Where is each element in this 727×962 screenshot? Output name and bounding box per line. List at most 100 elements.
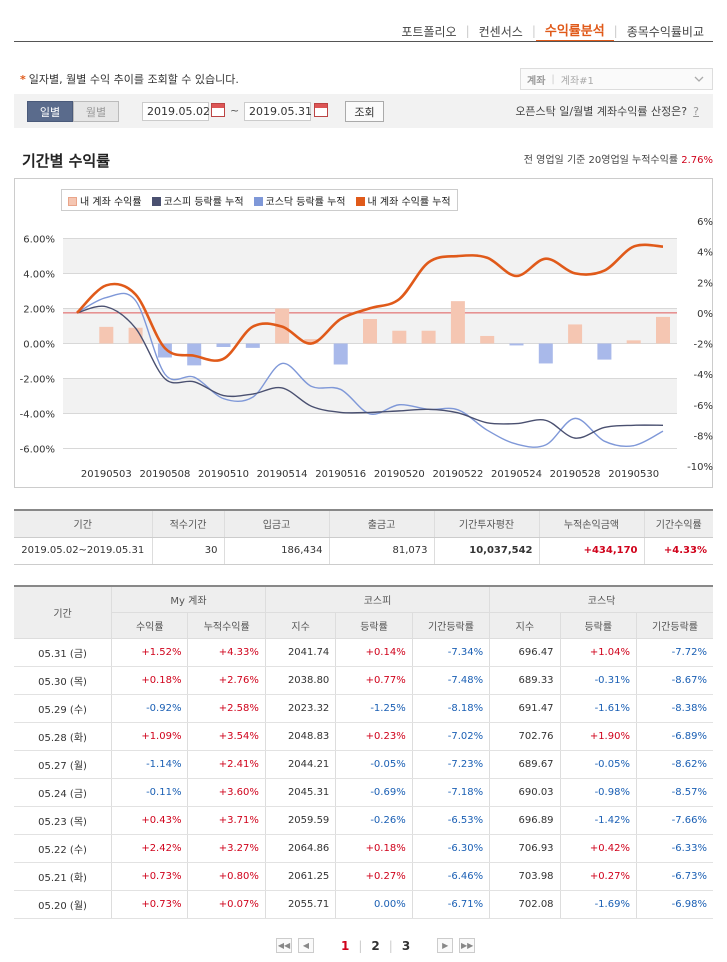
summary-row: 2019.05.02~2019.05.31 30 186,434 81,073 … — [14, 537, 713, 565]
prev-page-icon[interactable]: ◀ — [298, 938, 314, 953]
row-date: 05.20 (월) — [14, 890, 112, 919]
daily-table: 기간 My 계좌 코스피 코스닥 수익률 누적수익률 지수 등락률 기간등락률 지수 등락률… — [14, 585, 713, 919]
row-value: -0.31% — [559, 666, 637, 695]
calendar-icon[interactable] — [211, 103, 225, 117]
summary-header: 누적손익금액 — [538, 509, 644, 538]
table-row: 05.31 (금) +1.52% +4.33% 2041.74 +0.14% -7.34%… — [14, 638, 713, 667]
row-value: -8.62% — [635, 750, 713, 779]
cumulative-note-value: 2.76% — [681, 155, 713, 166]
account-sep: | — [551, 73, 555, 85]
row-date: 05.22 (수) — [14, 834, 112, 863]
daily-return-bar — [216, 343, 231, 347]
last-page-icon[interactable]: ▶▶ — [459, 938, 476, 953]
row-value: 2044.21 — [264, 750, 336, 779]
row-date: 05.28 (화) — [14, 722, 112, 751]
daily-group-kospi: 코스피 — [264, 585, 490, 613]
row-value: 2038.80 — [264, 666, 336, 695]
notice-bullet: * — [20, 73, 26, 86]
daily-return-bar — [245, 343, 260, 348]
page-number-3[interactable]: 3 — [401, 938, 411, 953]
row-value: -8.38% — [635, 694, 713, 723]
end-date-input[interactable]: 2019.05.31 — [244, 102, 312, 121]
row-value: 2048.83 — [264, 722, 336, 751]
nav-separator: | — [465, 24, 470, 38]
row-value: -7.34% — [411, 638, 490, 667]
nav-consensus[interactable]: 컨센서스 — [478, 24, 523, 39]
row-date: 05.21 (화) — [14, 862, 112, 891]
row-value: +3.71% — [187, 806, 266, 835]
nav-separator: | — [531, 24, 536, 38]
row-value: -7.72% — [635, 638, 713, 667]
right-axis-tick-label: 6% — [697, 217, 713, 228]
daily-subheader: 등락률 — [559, 612, 637, 639]
next-page-icon[interactable]: ▶ — [437, 938, 454, 953]
summary-header: 출금고 — [328, 509, 434, 538]
daily-return-bar — [99, 326, 114, 344]
control-bar: 일별 월별 2019.05.02 ~ 2019.05.31 조회 오픈스탁 일/… — [14, 94, 713, 128]
row-date: 05.24 (금) — [14, 778, 112, 807]
right-axis-tick-label: 2% — [697, 278, 713, 289]
row-value: 703.98 — [489, 862, 561, 891]
summary-header: 기간투자평잔 — [433, 509, 539, 538]
row-date: 05.29 (수) — [14, 694, 112, 723]
row-value: 2045.31 — [264, 778, 336, 807]
legend-item-kosdaq[interactable]: 코스닥 등락률 누적 — [253, 193, 346, 208]
tab-daily[interactable]: 일별 — [27, 101, 73, 122]
row-value: -7.48% — [411, 666, 490, 695]
x-axis-tick-label: 20190522 — [432, 469, 483, 480]
daily-subheader: 지수 — [489, 612, 561, 639]
row-value: +0.07% — [187, 890, 266, 919]
tab-monthly[interactable]: 월별 — [73, 101, 119, 122]
help-icon[interactable]: ? — [693, 105, 699, 118]
start-date-input[interactable]: 2019.05.02 — [142, 102, 210, 121]
daily-return-bar — [363, 319, 377, 344]
calc-method-link[interactable]: 오픈스탁 일/월별 계좌수익률 산정은?? — [515, 103, 699, 119]
daily-return-bar — [421, 330, 436, 344]
table-row: 05.28 (화) +1.09% +3.54% 2048.83 +0.23% -7.02%… — [14, 722, 713, 751]
legend-swatch — [68, 196, 77, 206]
page-number-1[interactable]: 1 — [341, 938, 350, 953]
account-select[interactable]: 계좌 | 계좌#1 — [520, 68, 713, 90]
daily-subheader-row: 수익률 누적수익률 지수 등락률 기간등락률 지수 등락률 기간등락률 — [14, 612, 713, 639]
left-axis-tick-label: -6.00% — [20, 445, 55, 456]
summary-table: 기간 적수기간 입금고 출금고 기간투자평잔 누적손익금액 기간수익률 2019… — [14, 509, 713, 565]
notice: * 일자별, 월별 수익 추이를 조회할 수 있습니다. — [20, 71, 239, 87]
summary-days: 30 — [151, 537, 224, 565]
nav-return-analysis[interactable]: 수익률분석 — [535, 20, 614, 42]
row-value: -6.46% — [411, 862, 490, 891]
row-value: +1.04% — [559, 638, 637, 667]
notice-text: 일자별, 월별 수익 추이를 조회할 수 있습니다. — [28, 73, 239, 86]
row-value: -7.18% — [411, 778, 490, 807]
daily-return-bar — [157, 343, 172, 358]
summary-profit: +434,170 — [538, 537, 644, 565]
daily-return-bar — [568, 324, 583, 344]
page-number-2[interactable]: 2 — [371, 938, 380, 953]
legend-item-daily[interactable]: 내 계좌 수익률 — [68, 193, 142, 208]
top-nav: 포트폴리오 | 컨센서스 | 수익률분석 | 종목수익률비교 — [392, 20, 713, 42]
daily-return-bar — [509, 343, 524, 346]
right-axis-tick-label: -6% — [694, 401, 713, 412]
daily-return-bar — [304, 339, 319, 344]
right-axis-tick-label: -10% — [687, 462, 713, 473]
calendar-icon[interactable] — [314, 103, 328, 117]
row-value: 2041.74 — [264, 638, 336, 667]
first-page-icon[interactable]: ◀◀ — [276, 938, 292, 953]
legend-item-my-cumulative[interactable]: 내 계좌 수익률 누적 — [355, 193, 451, 208]
nav-stock-return-compare[interactable]: 종목수익률비교 — [626, 24, 704, 39]
row-value: +3.27% — [187, 834, 266, 863]
nav-portfolio[interactable]: 포트폴리오 — [401, 24, 457, 39]
daily-return-bar — [128, 327, 143, 344]
daily-subheader: 지수 — [264, 612, 336, 639]
chart-svg: 6.00% 4.00% 2.00% 0.00% -2.00% -4.00% -6.00% 6%… — [20, 217, 713, 480]
left-axis-tick-label: 0.00% — [23, 340, 55, 351]
query-button[interactable]: 조회 — [345, 101, 384, 122]
summary-deposit: 186,434 — [223, 537, 329, 565]
row-value: +2.41% — [187, 750, 266, 779]
table-row: 05.24 (금) -0.11% +3.60% 2045.31 -0.69% -7.18%… — [14, 778, 713, 807]
chevron-down-icon — [694, 72, 704, 89]
table-row: 05.20 (월) +0.73% +0.07% 2055.71 0.00% -6.71% 7… — [14, 890, 713, 919]
legend-item-kospi[interactable]: 코스피 등락률 누적 — [151, 193, 244, 208]
table-row: 05.23 (목) +0.43% +3.71% 2059.59 -0.26% -6.53%… — [14, 806, 713, 835]
cumulative-note-text: 전 영업일 기준 20영업일 누적수익률 — [523, 155, 679, 166]
row-value: -0.98% — [559, 778, 637, 807]
